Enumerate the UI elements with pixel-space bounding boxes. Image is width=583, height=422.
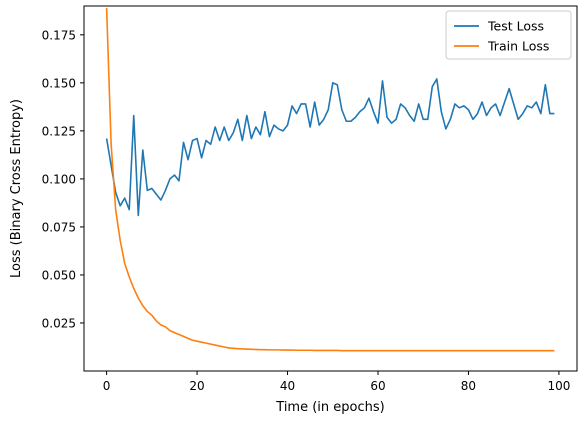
x-tick-label: 80 [461,379,476,393]
y-axis-label: Loss (Binary Cross Entropy) [9,99,24,278]
series-line-test-loss [105,78,555,217]
x-tick-label: 20 [189,379,204,393]
legend-box [445,10,572,60]
series-line-train-loss [105,7,555,352]
y-tick-label: 0.175 [42,28,76,42]
legend-label: Test Loss [487,19,544,34]
x-tick-label: 100 [547,379,570,393]
y-tick-label: 0.100 [42,172,76,186]
y-tick-label: 0.050 [42,268,76,282]
y-tick-label: 0.075 [42,220,76,234]
y-tick-label: 0.150 [42,76,76,90]
x-tick-label: 40 [280,379,295,393]
y-tick-label: 0.125 [42,124,76,138]
legend: Test Loss Train Loss [445,10,572,60]
x-axis-label: Time (in epochs) [275,400,384,415]
x-tick-label: 0 [103,379,111,393]
y-axis: 0.025 0.050 0.075 0.100 0.125 0.150 0.175 [42,28,84,330]
x-tick-label: 60 [370,379,385,393]
x-axis: 0 20 40 60 80 100 [103,371,570,393]
legend-label: Train Loss [487,39,549,54]
plot-lines [105,7,555,352]
plot-frame [83,5,578,372]
y-tick-label: 0.025 [42,316,76,330]
